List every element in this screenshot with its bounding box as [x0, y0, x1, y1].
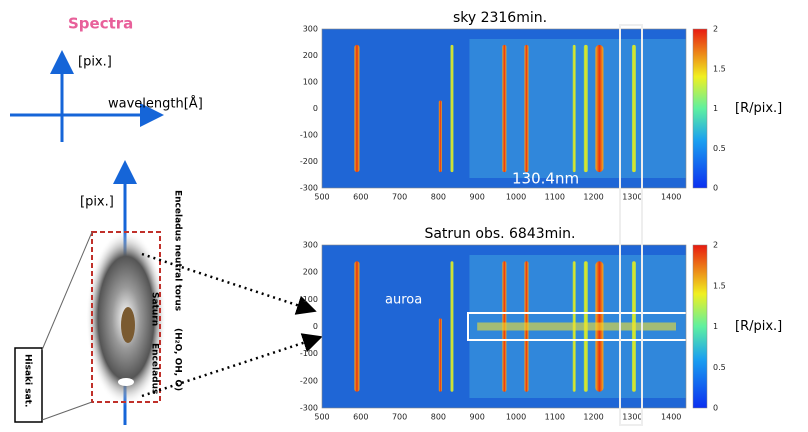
y-tick-label: 200	[303, 268, 318, 277]
aurora-band	[477, 322, 676, 331]
y-tick-label: -100	[300, 131, 318, 140]
x-tick-label: 1300	[622, 193, 642, 202]
x-tick-label: 700	[392, 413, 407, 422]
x-tick-label: 900	[470, 413, 485, 422]
emission-line	[438, 100, 442, 173]
colorbar-tick-label: 0.5	[713, 363, 726, 372]
emission-line	[438, 318, 442, 392]
saturn-image	[121, 307, 135, 343]
map-arrow	[141, 333, 323, 398]
annotation: 130.4nm	[512, 170, 579, 188]
x-tick-label: 800	[431, 193, 446, 202]
y-tick-label: 300	[303, 241, 318, 250]
colorbar-tick-label: 0.5	[713, 144, 726, 153]
y-tick-label: 0	[313, 104, 318, 113]
y-tick-label: -200	[300, 376, 318, 385]
enceladus-label: Enceladus	[150, 343, 160, 394]
x-tick-label: 1100	[545, 413, 565, 422]
y-tick-label: -300	[300, 404, 318, 413]
y-tick-label: 200	[303, 51, 318, 60]
x-tick-label: 900	[470, 193, 485, 202]
y-tick-label: -200	[300, 157, 318, 166]
x-tick-label: 1400	[661, 413, 681, 422]
plot-frame	[321, 28, 687, 189]
y-label: [pix.]	[78, 55, 112, 70]
species-label: (H₂O, OH, O)	[173, 328, 183, 391]
x-tick-label: 1400	[661, 193, 681, 202]
colorbar-tick-label: 1	[713, 104, 718, 113]
field-of-view	[91, 231, 161, 403]
x-tick-label: 500	[314, 413, 329, 422]
panel-title: Satrun obs. 6843min.	[424, 226, 575, 242]
x-label: wavelength[Å]	[108, 96, 203, 112]
x-tick-label: 500	[314, 193, 329, 202]
view-line	[41, 401, 93, 421]
unit-label: [R/pix.]	[735, 319, 782, 334]
emission-line	[583, 44, 588, 173]
x-tick-label: 1100	[545, 193, 565, 202]
torus-label: Enceladus neutral torus	[173, 190, 183, 311]
view-line	[41, 231, 93, 351]
colorbar-tick-label: 2	[713, 25, 718, 34]
x-tick-label: 1000	[506, 413, 526, 422]
emission-line	[572, 44, 576, 173]
y-tick-label: 300	[303, 25, 318, 34]
y-tick-label: -100	[300, 349, 318, 358]
title: Spectra	[68, 15, 133, 33]
x-tick-label: 1200	[583, 193, 603, 202]
panel-title: sky 2316min.	[453, 10, 547, 26]
emission-line	[450, 44, 454, 173]
y-label-2: [pix.]	[80, 195, 114, 210]
colorbar	[692, 28, 708, 189]
satellite-label: Hisaki sat.	[23, 354, 33, 407]
emission-line	[524, 44, 529, 173]
saturn-label: Saturn	[150, 292, 160, 326]
emission-line	[450, 261, 454, 392]
emission-line	[354, 44, 360, 173]
colorbar	[692, 244, 708, 409]
satellite-box	[14, 347, 43, 423]
x-tick-label: 1000	[506, 193, 526, 202]
line-box	[619, 24, 643, 426]
unit-label: [R/pix.]	[735, 101, 782, 116]
x-tick-label: 700	[392, 193, 407, 202]
colorbar-tick-label: 0	[713, 404, 718, 413]
emission-line	[502, 44, 507, 173]
emission-line	[595, 44, 604, 173]
emission-line	[354, 261, 360, 392]
y-tick-label: 100	[303, 78, 318, 87]
x-tick-label: 1200	[583, 413, 603, 422]
spectrum-bg	[469, 39, 686, 178]
y-tick-label: 100	[303, 295, 318, 304]
emission-line	[631, 44, 636, 173]
colorbar-tick-label: 1.5	[713, 281, 726, 290]
x-tick-label: 1300	[622, 413, 642, 422]
enceladus-image	[118, 378, 134, 386]
colorbar-tick-label: 1	[713, 322, 718, 331]
x-tick-label: 800	[431, 413, 446, 422]
map-arrow	[141, 252, 317, 315]
colorbar-tick-label: 0	[713, 184, 718, 193]
colorbar-tick-label: 2	[713, 241, 718, 250]
y-tick-label: 0	[313, 322, 318, 331]
x-tick-label: 600	[353, 413, 368, 422]
x-tick-label: 600	[353, 193, 368, 202]
colorbar-tick-label: 1.5	[713, 64, 726, 73]
y-tick-label: -300	[300, 184, 318, 193]
annotation: auroa	[385, 293, 422, 308]
plot-frame	[321, 244, 687, 409]
aurora-box	[467, 312, 691, 341]
